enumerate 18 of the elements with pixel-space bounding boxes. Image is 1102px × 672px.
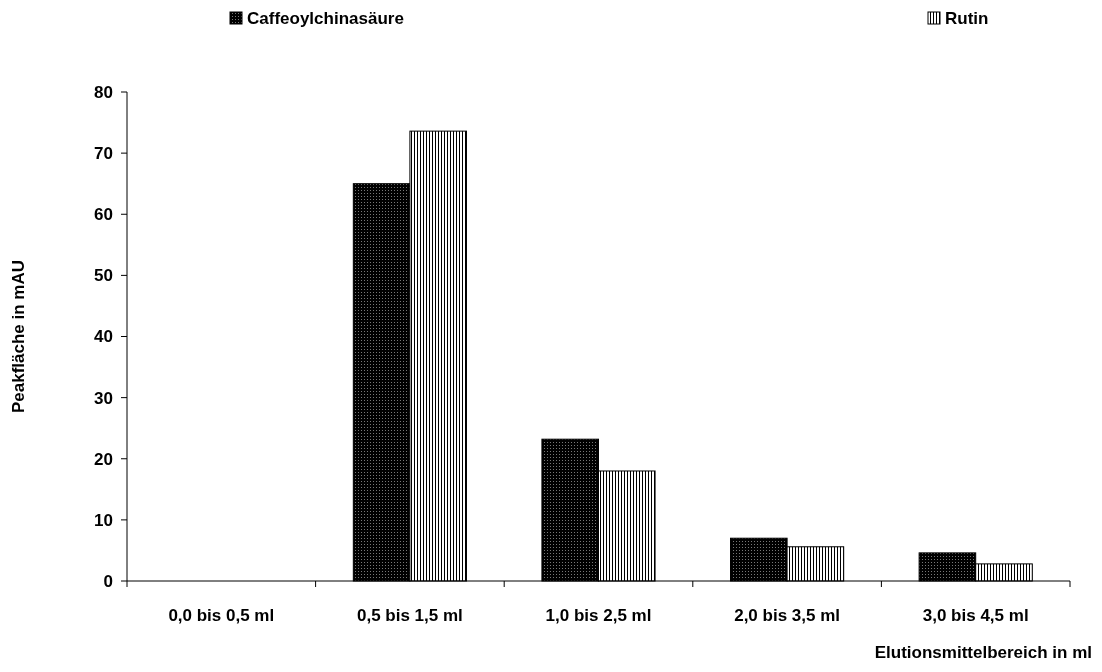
x-tick-label: 1,0 bis 2,5 ml xyxy=(545,606,652,625)
x-tick-label: 2,0 bis 3,5 ml xyxy=(734,606,841,625)
legend-label: Rutin xyxy=(945,8,989,28)
y-tick-label: 10 xyxy=(94,510,113,530)
x-tick-label: 3,0 bis 4,5 ml xyxy=(922,606,1029,625)
y-axis-title: Peakfläche in mAU xyxy=(9,259,28,414)
x-axis-title: Elutionsmittelbereich in ml xyxy=(874,643,1092,662)
y-tick-label: 50 xyxy=(94,266,113,286)
y-tick-label: 20 xyxy=(94,449,113,469)
legend-label: Caffeoylchinasäure xyxy=(247,8,404,28)
y-tick-label: 40 xyxy=(94,327,113,347)
x-tick-label: 0,0 bis 0,5 ml xyxy=(168,606,275,625)
y-tick-label: 0 xyxy=(103,571,113,591)
y-tick-label: 30 xyxy=(94,388,113,408)
x-tick-label: 0,5 bis 1,5 ml xyxy=(356,606,463,625)
y-tick-label: 80 xyxy=(94,82,113,102)
y-tick-label: 60 xyxy=(94,205,113,225)
y-tick-label: 70 xyxy=(94,144,113,164)
